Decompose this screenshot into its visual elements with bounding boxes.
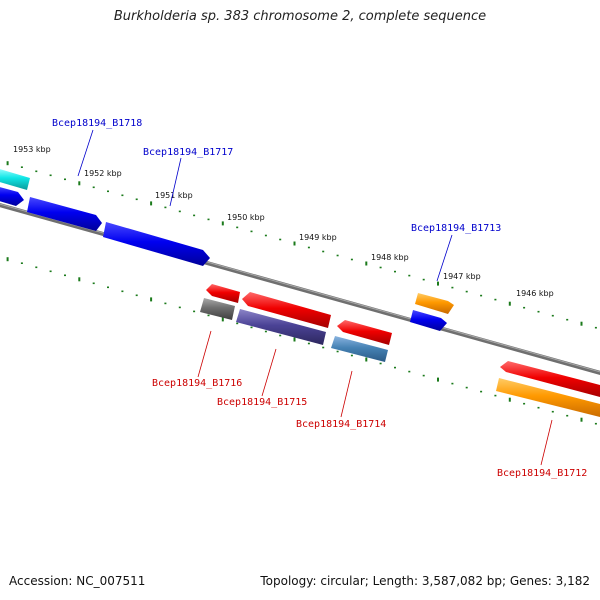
leader-b1718 — [77, 129, 94, 177]
topology-summary-text: Topology: circular; Length: 3,587,082 bp… — [260, 574, 590, 588]
gene-labels: Bcep18194_B1718 Bcep18194_B1717 Bcep1819… — [52, 118, 587, 479]
tick-label-1951: 1951 kbp — [155, 191, 193, 200]
gene-label-b1717[interactable]: Bcep18194_B1717 — [143, 147, 233, 158]
gene-orange-b1713-block[interactable] — [415, 293, 454, 314]
gene-purple-b1715-block[interactable] — [236, 309, 326, 345]
gene-label-b1713[interactable]: Bcep18194_B1713 — [411, 223, 501, 234]
tick-label-1947: 1947 kbp — [443, 272, 481, 281]
gene-label-b1712[interactable]: Bcep18194_B1712 — [497, 468, 587, 479]
gene-steel-b1714-block[interactable] — [331, 336, 388, 362]
map-title: Burkholderia sp. 383 chromosome 2, compl… — [113, 9, 487, 24]
accession-text: Accession: NC_007511 — [9, 574, 146, 588]
leader-b1715 — [261, 348, 277, 397]
gene-orange-b1712-block[interactable] — [496, 378, 600, 418]
label-leader-lines — [77, 129, 553, 466]
gene-blue-b1718-block[interactable] — [27, 197, 102, 231]
gene-label-b1715[interactable]: Bcep18194_B1715 — [217, 397, 307, 408]
chromosome-backbone-highlight — [0, 203, 600, 373]
gene-label-b1714[interactable]: Bcep18194_B1714 — [296, 419, 386, 430]
gene-grey-b1716-block[interactable] — [200, 298, 235, 320]
gene-label-b1716[interactable]: Bcep18194_B1716 — [152, 378, 242, 389]
gene-red-small-block[interactable] — [206, 284, 240, 303]
chromosome-backbone — [0, 203, 600, 375]
tick-label-1948: 1948 kbp — [371, 253, 409, 262]
reverse-strand-genes — [200, 284, 600, 418]
gene-label-b1718[interactable]: Bcep18194_B1718 — [52, 118, 142, 129]
leader-b1716 — [197, 330, 212, 378]
gene-blue-edge-block[interactable] — [0, 186, 24, 206]
gene-blue-b1717-block[interactable] — [103, 222, 210, 266]
tick-label-1950: 1950 kbp — [227, 213, 265, 222]
leader-b1712 — [540, 419, 553, 466]
scale-tick-marks — [6, 161, 597, 425]
tick-label-1946: 1946 kbp — [516, 289, 554, 298]
tick-label-1952: 1952 kbp — [84, 169, 122, 178]
gene-blue-b1713-block[interactable] — [410, 310, 447, 331]
gene-cyan-block[interactable] — [0, 168, 30, 190]
tick-label-1953: 1953 kbp — [13, 145, 51, 154]
leader-b1713 — [436, 234, 453, 282]
gene-red-b1712-block[interactable] — [500, 361, 600, 398]
gene-red-b1714-block[interactable] — [337, 320, 392, 345]
leader-b1717 — [169, 157, 182, 207]
tick-label-1949: 1949 kbp — [299, 233, 337, 242]
leader-b1714 — [340, 370, 353, 418]
forward-strand-genes — [0, 168, 454, 331]
kbp-labels: 1953 kbp 1952 kbp 1951 kbp 1950 kbp 1949… — [13, 145, 554, 298]
gene-red-b1715-block[interactable] — [242, 292, 331, 328]
